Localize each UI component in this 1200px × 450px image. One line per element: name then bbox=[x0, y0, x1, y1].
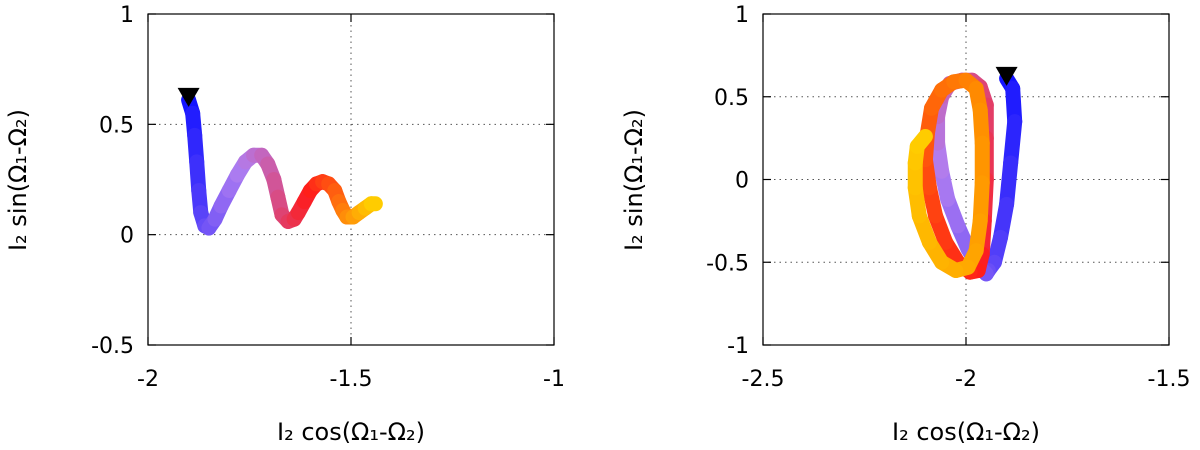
y-tick-label: -0.5 bbox=[706, 251, 749, 276]
right-trajectory bbox=[907, 71, 1023, 282]
start-triangle-marker bbox=[995, 66, 1018, 86]
y-tick-label: 1 bbox=[120, 3, 134, 28]
left-ticks: -2 -1.5 -1 -0.5 0 0.5 1 bbox=[91, 3, 565, 392]
x-tick-label: -2 bbox=[137, 367, 159, 392]
left-trajectory bbox=[181, 92, 383, 236]
x-tick-label: -1.5 bbox=[1148, 367, 1191, 392]
x-tick-label: -1.5 bbox=[330, 367, 373, 392]
left-start-marker bbox=[177, 87, 200, 107]
trajectory-segment bbox=[909, 128, 933, 154]
y-tick-label: 1 bbox=[735, 3, 749, 28]
right-ticks: -2.5 -2 -1.5 -1 -0.5 0 0.5 1 bbox=[706, 3, 1190, 392]
y-tick-label: 0 bbox=[120, 224, 134, 249]
left-y-axis-label: I₂ sin(Ω₁-Ω₂) bbox=[4, 109, 32, 251]
x-tick-label: -2 bbox=[955, 367, 977, 392]
right-chart: -2.5 -2 -1.5 -1 -0.5 0 0.5 1 I₂ cos(Ω₁-Ω₂) I₂ s… bbox=[620, 3, 1190, 446]
start-triangle-marker bbox=[177, 87, 200, 107]
x-tick-label: -2.5 bbox=[742, 367, 785, 392]
left-chart: -2 -1.5 -1 -0.5 0 0.5 1 I₂ cos(Ω₁-Ω₂) I₂ sin(Ω… bbox=[4, 3, 565, 446]
y-tick-label: 0.5 bbox=[714, 86, 749, 111]
y-tick-label: -0.5 bbox=[91, 334, 134, 359]
y-tick-label: 0.5 bbox=[99, 113, 134, 138]
right-x-axis-label: I₂ cos(Ω₁-Ω₂) bbox=[892, 418, 1040, 446]
left-x-axis-label: I₂ cos(Ω₁-Ω₂) bbox=[277, 418, 425, 446]
y-tick-label: -1 bbox=[727, 334, 749, 359]
left-grid bbox=[148, 14, 554, 345]
right-y-axis-label: I₂ sin(Ω₁-Ω₂) bbox=[620, 109, 648, 251]
right-grid bbox=[763, 14, 1169, 345]
right-start-marker bbox=[995, 66, 1018, 86]
y-tick-label: 0 bbox=[735, 169, 749, 194]
x-tick-label: -1 bbox=[543, 367, 565, 392]
